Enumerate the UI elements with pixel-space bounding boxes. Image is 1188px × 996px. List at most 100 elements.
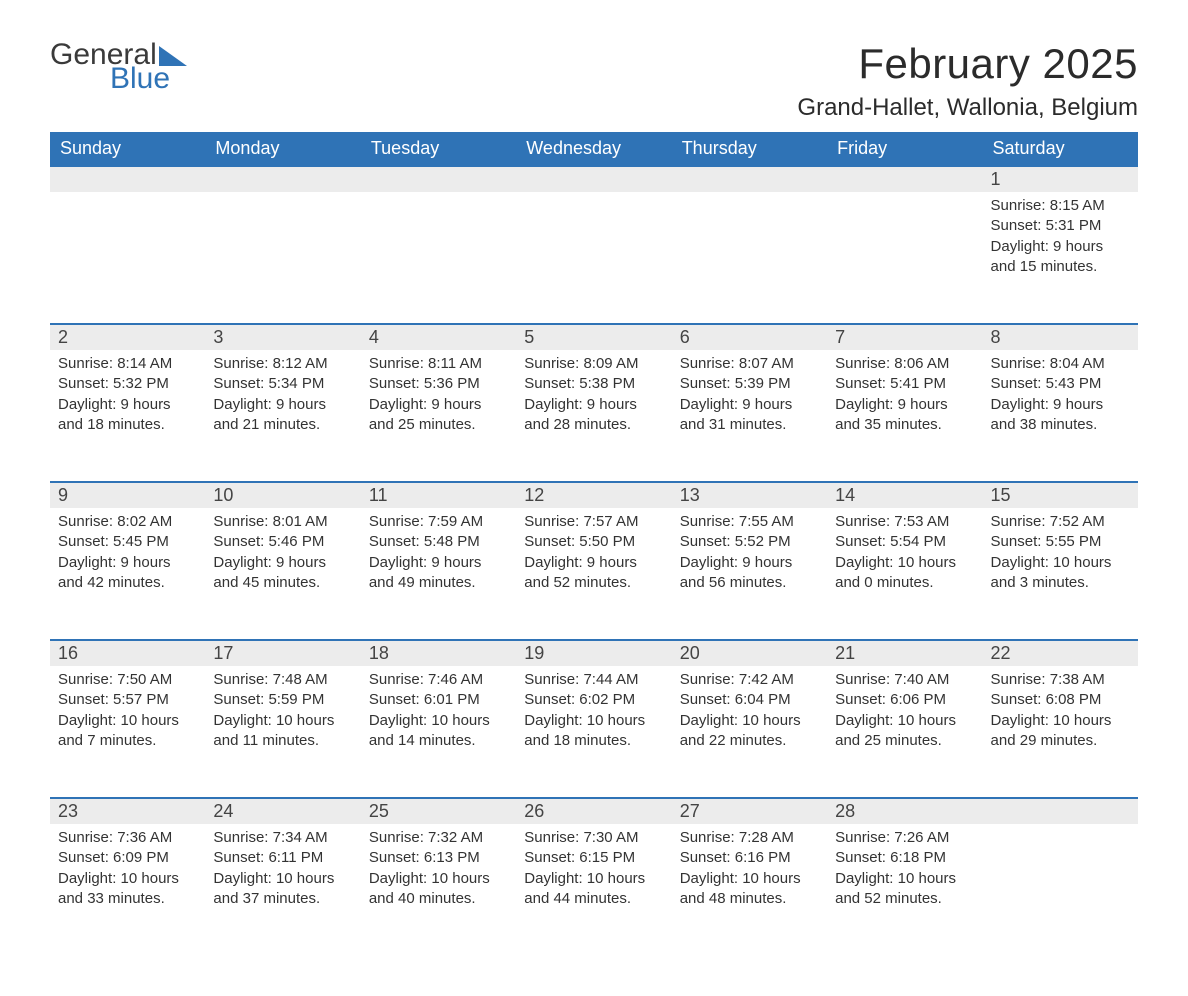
day-number-empty (827, 166, 982, 192)
sunset-line: Sunset: 6:09 PM (58, 848, 197, 868)
day-number-17: 17 (205, 640, 360, 666)
logo-text-blue: Blue (110, 64, 187, 94)
sunrise-line: Sunrise: 7:44 AM (524, 670, 663, 690)
sunset-line: Sunset: 5:38 PM (524, 374, 663, 394)
sunrise-line: Sunrise: 7:30 AM (524, 828, 663, 848)
day-number-9: 9 (50, 482, 205, 508)
day-cell-21: Sunrise: 7:40 AMSunset: 6:06 PMDaylight:… (827, 666, 982, 798)
day-number-6: 6 (672, 324, 827, 350)
day-number-11: 11 (361, 482, 516, 508)
day-cell-empty (361, 192, 516, 324)
day-number-10: 10 (205, 482, 360, 508)
sunrise-line: Sunrise: 8:01 AM (213, 512, 352, 532)
weekday-monday: Monday (205, 132, 360, 166)
weekday-saturday: Saturday (983, 132, 1138, 166)
day-number-empty (672, 166, 827, 192)
sunrise-line: Sunrise: 7:34 AM (213, 828, 352, 848)
daylight-line: Daylight: 9 hours and 18 minutes. (58, 395, 197, 436)
daylight-line: Daylight: 10 hours and 29 minutes. (991, 711, 1130, 752)
day-cell-18: Sunrise: 7:46 AMSunset: 6:01 PMDaylight:… (361, 666, 516, 798)
day-cell-17: Sunrise: 7:48 AMSunset: 5:59 PMDaylight:… (205, 666, 360, 798)
sunset-line: Sunset: 6:11 PM (213, 848, 352, 868)
header: General Blue February 2025 Grand-Hallet,… (50, 40, 1138, 122)
daylight-line: Daylight: 9 hours and 38 minutes. (991, 395, 1130, 436)
daylight-line: Daylight: 10 hours and 18 minutes. (524, 711, 663, 752)
sunset-line: Sunset: 5:59 PM (213, 690, 352, 710)
weekday-wednesday: Wednesday (516, 132, 671, 166)
sunrise-line: Sunrise: 7:36 AM (58, 828, 197, 848)
sunrise-line: Sunrise: 8:15 AM (991, 196, 1130, 216)
day-cell-12: Sunrise: 7:57 AMSunset: 5:50 PMDaylight:… (516, 508, 671, 640)
sunset-line: Sunset: 6:01 PM (369, 690, 508, 710)
sunset-line: Sunset: 5:43 PM (991, 374, 1130, 394)
sunrise-line: Sunrise: 7:59 AM (369, 512, 508, 532)
sunset-line: Sunset: 5:55 PM (991, 532, 1130, 552)
day-cell-19: Sunrise: 7:44 AMSunset: 6:02 PMDaylight:… (516, 666, 671, 798)
sunset-line: Sunset: 5:48 PM (369, 532, 508, 552)
sunset-line: Sunset: 5:31 PM (991, 216, 1130, 236)
day-cell-7: Sunrise: 8:06 AMSunset: 5:41 PMDaylight:… (827, 350, 982, 482)
week-1-daynum-row: 1 (50, 166, 1138, 192)
sunset-line: Sunset: 5:34 PM (213, 374, 352, 394)
daylight-line: Daylight: 9 hours and 52 minutes. (524, 553, 663, 594)
sunset-line: Sunset: 5:36 PM (369, 374, 508, 394)
sunset-line: Sunset: 5:54 PM (835, 532, 974, 552)
day-cell-24: Sunrise: 7:34 AMSunset: 6:11 PMDaylight:… (205, 824, 360, 956)
week-5-content-row: Sunrise: 7:36 AMSunset: 6:09 PMDaylight:… (50, 824, 1138, 956)
daylight-line: Daylight: 10 hours and 11 minutes. (213, 711, 352, 752)
day-cell-empty (983, 824, 1138, 956)
day-number-20: 20 (672, 640, 827, 666)
daylight-line: Daylight: 10 hours and 14 minutes. (369, 711, 508, 752)
day-cell-empty (205, 192, 360, 324)
sunrise-line: Sunrise: 8:02 AM (58, 512, 197, 532)
title-block: February 2025 Grand-Hallet, Wallonia, Be… (797, 40, 1138, 122)
day-cell-20: Sunrise: 7:42 AMSunset: 6:04 PMDaylight:… (672, 666, 827, 798)
day-cell-9: Sunrise: 8:02 AMSunset: 5:45 PMDaylight:… (50, 508, 205, 640)
daylight-line: Daylight: 9 hours and 35 minutes. (835, 395, 974, 436)
sunset-line: Sunset: 6:16 PM (680, 848, 819, 868)
day-number-4: 4 (361, 324, 516, 350)
daylight-line: Daylight: 9 hours and 56 minutes. (680, 553, 819, 594)
day-number-18: 18 (361, 640, 516, 666)
daylight-line: Daylight: 9 hours and 49 minutes. (369, 553, 508, 594)
sunrise-line: Sunrise: 8:12 AM (213, 354, 352, 374)
week-4-daynum-row: 16171819202122 (50, 640, 1138, 666)
day-cell-11: Sunrise: 7:59 AMSunset: 5:48 PMDaylight:… (361, 508, 516, 640)
day-number-15: 15 (983, 482, 1138, 508)
week-2-content-row: Sunrise: 8:14 AMSunset: 5:32 PMDaylight:… (50, 350, 1138, 482)
day-number-empty (983, 798, 1138, 824)
day-cell-6: Sunrise: 8:07 AMSunset: 5:39 PMDaylight:… (672, 350, 827, 482)
day-cell-2: Sunrise: 8:14 AMSunset: 5:32 PMDaylight:… (50, 350, 205, 482)
day-number-empty (361, 166, 516, 192)
day-cell-4: Sunrise: 8:11 AMSunset: 5:36 PMDaylight:… (361, 350, 516, 482)
sunrise-line: Sunrise: 7:50 AM (58, 670, 197, 690)
sunrise-line: Sunrise: 7:28 AM (680, 828, 819, 848)
sunrise-line: Sunrise: 8:11 AM (369, 354, 508, 374)
weekday-tuesday: Tuesday (361, 132, 516, 166)
day-cell-26: Sunrise: 7:30 AMSunset: 6:15 PMDaylight:… (516, 824, 671, 956)
sunrise-line: Sunrise: 8:06 AM (835, 354, 974, 374)
daylight-line: Daylight: 10 hours and 37 minutes. (213, 869, 352, 910)
day-cell-28: Sunrise: 7:26 AMSunset: 6:18 PMDaylight:… (827, 824, 982, 956)
day-cell-empty (827, 192, 982, 324)
sunrise-line: Sunrise: 8:14 AM (58, 354, 197, 374)
sunset-line: Sunset: 5:45 PM (58, 532, 197, 552)
daylight-line: Daylight: 10 hours and 25 minutes. (835, 711, 974, 752)
daylight-line: Daylight: 10 hours and 33 minutes. (58, 869, 197, 910)
sunrise-line: Sunrise: 7:55 AM (680, 512, 819, 532)
day-number-5: 5 (516, 324, 671, 350)
sunrise-line: Sunrise: 7:46 AM (369, 670, 508, 690)
day-number-26: 26 (516, 798, 671, 824)
daylight-line: Daylight: 9 hours and 15 minutes. (991, 237, 1130, 278)
daylight-line: Daylight: 10 hours and 7 minutes. (58, 711, 197, 752)
weekday-friday: Friday (827, 132, 982, 166)
sunset-line: Sunset: 5:32 PM (58, 374, 197, 394)
location: Grand-Hallet, Wallonia, Belgium (797, 94, 1138, 122)
day-cell-empty (672, 192, 827, 324)
sunset-line: Sunset: 5:57 PM (58, 690, 197, 710)
daylight-line: Daylight: 10 hours and 0 minutes. (835, 553, 974, 594)
weekday-header-row: SundayMondayTuesdayWednesdayThursdayFrid… (50, 132, 1138, 166)
sunset-line: Sunset: 5:52 PM (680, 532, 819, 552)
day-number-23: 23 (50, 798, 205, 824)
week-3-daynum-row: 9101112131415 (50, 482, 1138, 508)
